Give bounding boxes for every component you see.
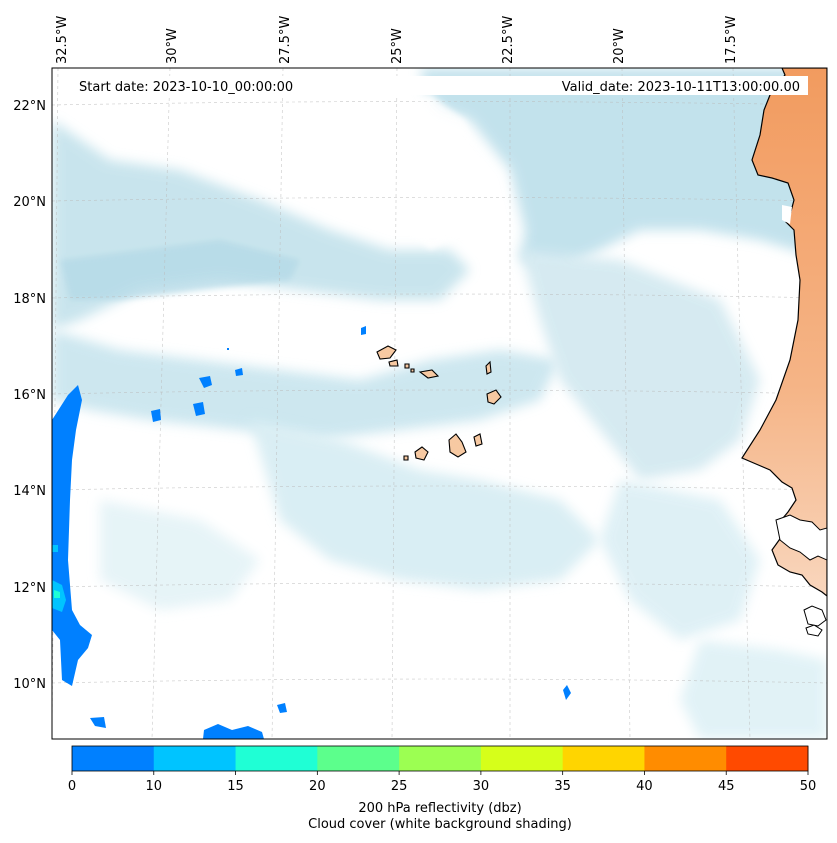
coast-white-gap [782,205,792,224]
coast-islands-south [803,605,827,637]
colorbar-tick-label: 50 [800,779,817,794]
coast-inlets [775,514,827,561]
reflectivity-cells [52,326,571,739]
map-frame [51,67,828,740]
colorbar-segment [72,746,155,771]
colorbar-tick-label: 30 [473,779,490,794]
lon-label-25w: 25°W [390,28,405,64]
colorbar-label-cloud-cover: Cloud cover (white background shading) [308,817,572,832]
colorbar: 0 10 15 20 25 30 35 40 45 50 [68,745,817,794]
lon-label-32-5w: 32.5°W [55,16,70,64]
cloud-cover-shading [52,68,827,739]
colorbar-tick-label: 15 [227,779,244,794]
colorbar-tick-label: 20 [309,779,326,794]
map-area: Start date: 2023-10-10_00:00:00 Valid_da… [52,68,827,739]
colorbar-segment [399,746,482,771]
lat-label-16n: 16°N [13,388,46,403]
latitude-labels: 22°N 20°N 18°N 16°N 14°N 12°N 10°N [13,99,46,692]
lon-label-30w: 30°W [165,28,180,64]
colorbar-tick-label: 25 [391,779,408,794]
lon-label-22-5w: 22.5°W [501,16,516,64]
colorbar-segment [235,746,318,771]
colorbar-segment [317,746,400,771]
lat-label-12n: 12°N [13,581,46,596]
lat-label-14n: 14°N [13,484,46,499]
lat-label-18n: 18°N [13,292,46,307]
colorbar-label-reflectivity: 200 hPa reflectivity (dbz) [358,801,522,816]
lat-label-20n: 20°N [13,195,46,210]
lon-label-17-5w: 17.5°W [724,16,739,64]
colorbar-tick-label: 10 [146,779,163,794]
colorbar-tick-label: 35 [554,779,571,794]
colorbar-segment [480,746,564,771]
colorbar-segment [562,746,645,771]
colorbar-segment [153,746,237,771]
lat-label-10n: 10°N [13,677,46,692]
african-coast-land [741,68,827,597]
colorbar-tick-label: 0 [68,779,76,794]
colorbar-segment [644,746,727,771]
lon-label-27-5w: 27.5°W [278,16,293,64]
date-header-box [72,76,808,95]
colorbar-segment [726,746,809,771]
colorbar-tick-label: 45 [718,779,735,794]
lat-label-22n: 22°N [13,99,46,114]
lon-label-20w: 20°W [612,28,627,64]
valid-date-label: Valid_date: 2023-10-11T13:00:00.00 [562,80,800,95]
longitude-labels: 32.5°W 30°W 27.5°W 25°W 22.5°W 20°W 17.5… [55,16,739,64]
cape-verde-islands [376,345,502,461]
start-date-label: Start date: 2023-10-10_00:00:00 [79,80,293,95]
colorbar-tick-label: 40 [636,779,653,794]
graticule [52,68,827,739]
